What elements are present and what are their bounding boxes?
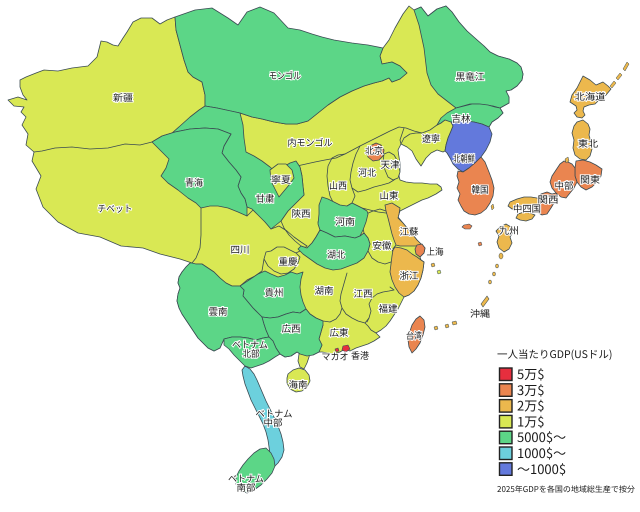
svg-text:安徽: 安徽: [373, 238, 392, 252]
svg-text:〜1000$: 〜1000$: [517, 459, 566, 478]
svg-text:東北: 東北: [578, 136, 599, 150]
svg-text:北海道: 北海道: [575, 89, 607, 103]
svg-text:韓国: 韓国: [472, 182, 489, 196]
svg-text:内モンゴル: 内モンゴル: [288, 135, 333, 149]
svg-text:寧夏: 寧夏: [271, 172, 292, 186]
svg-text:チベット: チベット: [98, 201, 133, 215]
svg-text:香港: 香港: [351, 348, 369, 362]
svg-text:江蘇: 江蘇: [400, 224, 419, 238]
svg-text:青海: 青海: [185, 175, 203, 189]
svg-text:江西: 江西: [354, 286, 373, 300]
svg-text:湖北: 湖北: [327, 247, 345, 261]
svg-text:南部: 南部: [237, 480, 256, 494]
svg-text:2万$: 2万$: [517, 396, 544, 415]
svg-text:河北: 河北: [358, 165, 376, 179]
svg-text:九州: 九州: [499, 223, 519, 237]
svg-text:山西: 山西: [329, 178, 347, 192]
svg-text:中四国: 中四国: [513, 201, 541, 215]
svg-text:広西: 広西: [282, 321, 301, 335]
svg-text:広東: 広東: [330, 325, 349, 339]
svg-text:北部: 北部: [243, 346, 260, 360]
svg-text:ベトナム: ベトナム: [256, 406, 293, 420]
svg-text:ベトナム: ベトナム: [228, 471, 264, 485]
svg-text:関西: 関西: [538, 192, 559, 206]
svg-text:モンゴル: モンゴル: [269, 68, 301, 82]
svg-text:陝西: 陝西: [292, 206, 311, 220]
svg-text:遼寧: 遼寧: [422, 131, 440, 145]
svg-text:甘粛: 甘粛: [256, 191, 275, 205]
svg-text:中部: 中部: [264, 415, 283, 429]
svg-text:雲南: 雲南: [209, 304, 228, 318]
svg-text:5000$〜: 5000$〜: [517, 427, 566, 446]
svg-text:3万$: 3万$: [517, 380, 544, 399]
svg-text:一人当たりGDP(USドル): 一人当たりGDP(USドル): [497, 347, 612, 362]
svg-text:重慶: 重慶: [279, 254, 298, 268]
svg-text:山東: 山東: [380, 188, 399, 202]
svg-text:貴州: 貴州: [265, 285, 284, 299]
svg-text:黒竜江: 黒竜江: [456, 69, 485, 83]
svg-text:新疆: 新疆: [113, 90, 134, 104]
svg-text:ベトナム: ベトナム: [232, 337, 268, 351]
svg-text:湖南: 湖南: [315, 283, 334, 297]
svg-text:福建: 福建: [379, 301, 398, 315]
svg-text:5万$: 5万$: [517, 364, 544, 383]
svg-text:天津: 天津: [381, 157, 400, 171]
svg-text:海南: 海南: [289, 377, 308, 391]
svg-text:河南: 河南: [335, 214, 355, 228]
svg-text:四川: 四川: [231, 242, 250, 256]
svg-text:北京: 北京: [365, 143, 383, 157]
svg-text:北朝鮮: 北朝鮮: [453, 151, 475, 165]
svg-text:浙江: 浙江: [400, 268, 419, 282]
svg-text:1万$: 1万$: [517, 411, 544, 430]
svg-text:関東: 関東: [580, 172, 601, 186]
svg-text:2025年GDPを各国の地域総生産で按分: 2025年GDPを各国の地域総生産で按分: [497, 484, 635, 495]
svg-text:中部: 中部: [555, 178, 574, 192]
svg-text:沖縄: 沖縄: [470, 306, 491, 320]
svg-text:吉林: 吉林: [452, 111, 471, 125]
svg-text:台湾: 台湾: [406, 328, 422, 342]
svg-text:上海: 上海: [427, 244, 444, 258]
svg-text:マカオ: マカオ: [322, 349, 349, 363]
svg-text:1000$〜: 1000$〜: [517, 443, 566, 462]
